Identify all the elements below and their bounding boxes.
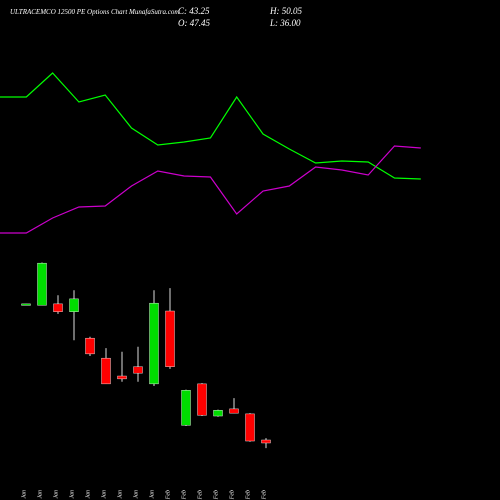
candle-body [117,375,127,380]
x-tick-label: 05 Feb [213,490,219,500]
x-tick-label: 01 Feb [165,490,171,500]
x-tick-label: 30 Jan [133,490,139,500]
candle-body [181,390,191,426]
close-label: C: 43.25 [178,6,210,16]
x-tick-label: 03 Feb [181,490,187,500]
candle-body [229,408,239,414]
x-tick-label: 23 Jan [69,490,75,500]
candle-body [165,310,175,367]
candle-body [37,262,47,306]
open-label: O: 47.45 [178,18,210,28]
low-label: L: 36.00 [269,18,301,28]
candle-body [149,302,159,385]
candle-body [69,298,79,312]
candle-body [21,303,31,306]
candle-body [261,439,271,444]
candle-body [213,410,223,417]
x-tick-label: 22 Jan [53,490,59,500]
indicator-line [0,72,421,180]
x-tick-label: 04 Feb [196,490,203,500]
x-tick-label: 27 Jan [85,490,91,500]
x-tick-label: 21 Jan [37,490,43,500]
high-label: H: 50.05 [269,6,302,16]
x-tick-label: 06 Feb [229,490,235,500]
x-tick-label: 29 Jan [117,490,123,500]
candle-body [101,357,111,385]
x-tick-label: 20 Jan [21,490,27,500]
candle-body [85,337,95,355]
candle-body [53,303,63,312]
x-tick-label: 28 Jan [101,490,107,500]
x-tick-label: 31 Jan [149,490,155,500]
candle-body [197,383,207,416]
indicator-line [0,145,421,234]
x-tick-label: 10 Feb [261,490,267,500]
candle-body [133,366,143,374]
x-tick-label: 07 Feb [245,490,251,500]
candle-body [245,413,255,442]
chart-title: ULTRACEMCO 12500 PE Options Chart Munafa… [10,8,179,16]
